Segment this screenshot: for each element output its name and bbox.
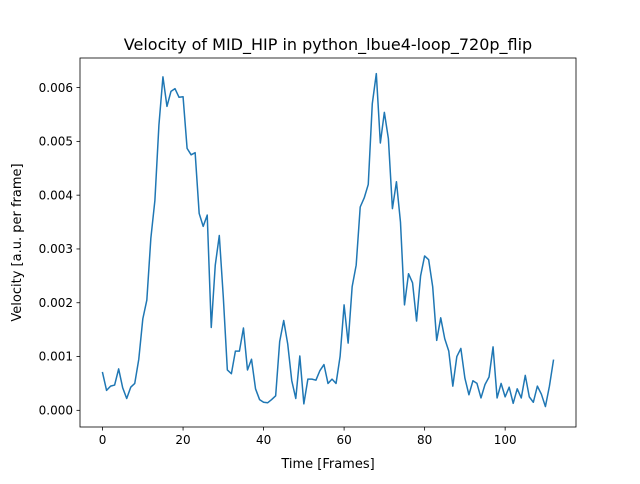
y-tick-label: 0.002 xyxy=(39,296,73,310)
x-axis-ticks: 0 20 40 60 80 100 xyxy=(99,427,517,447)
y-tick-label: 0.003 xyxy=(39,242,73,256)
chart-title: Velocity of MID_HIP in python_lbue4-loop… xyxy=(124,35,532,55)
x-tick-label: 40 xyxy=(256,433,271,447)
y-tick-label: 0.005 xyxy=(39,135,73,149)
axes-frame xyxy=(79,57,577,428)
series-line-0 xyxy=(101,72,555,408)
x-tick-label: 60 xyxy=(336,433,351,447)
x-tick-label: 0 xyxy=(99,433,107,447)
y-tick-label: 0.006 xyxy=(39,81,73,95)
y-tick-label: 0.001 xyxy=(39,350,73,364)
x-tick-label: 20 xyxy=(175,433,190,447)
plot-area xyxy=(101,72,555,408)
y-tick-label: 0.000 xyxy=(39,404,73,418)
x-tick-label: 100 xyxy=(494,433,517,447)
y-axis-label: Velocity [a.u. per frame] xyxy=(10,163,25,321)
y-axis-ticks: 0.000 0.001 0.002 0.003 0.004 0.005 0.006 xyxy=(39,81,80,418)
y-tick-label: 0.004 xyxy=(39,188,73,202)
x-axis-label: Time [Frames] xyxy=(280,457,374,472)
x-tick-label: 80 xyxy=(417,433,432,447)
